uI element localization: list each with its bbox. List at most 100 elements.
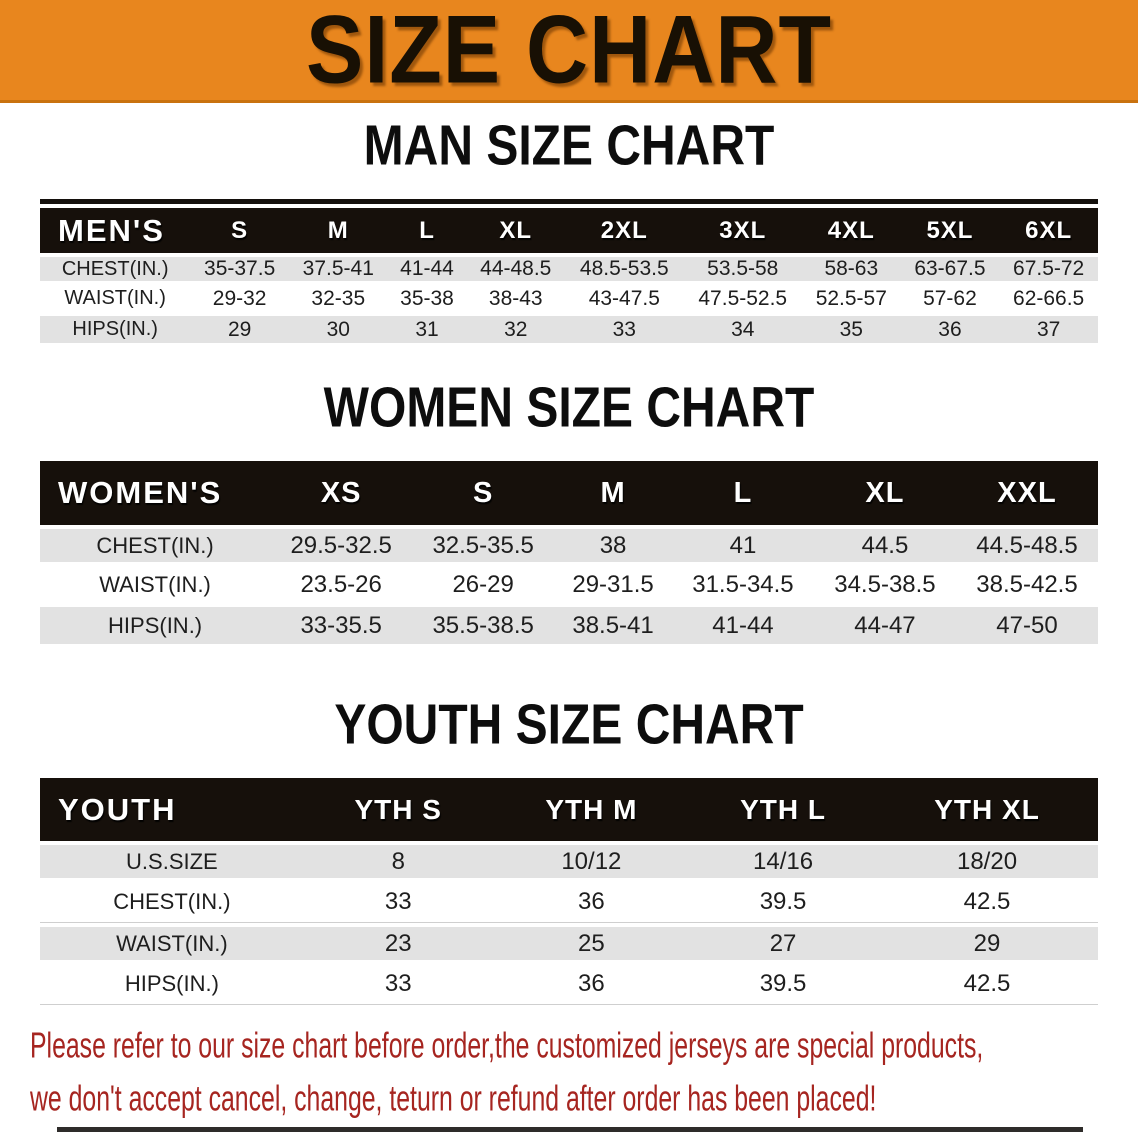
size-value-cell: 23.5-26 <box>270 566 413 607</box>
size-value-cell: 26-29 <box>412 566 555 607</box>
disclaimer-line1-text: Please refer to our size chart before or… <box>30 1025 984 1067</box>
size-value-cell: 38.5-42.5 <box>955 566 1098 607</box>
size-value-cell: 44.5 <box>813 525 956 566</box>
size-value-cell: 8 <box>303 841 493 882</box>
measurement-label: CHEST(IN.) <box>40 525 271 566</box>
size-value-cell: 33 <box>303 882 493 923</box>
table-group-label: WOMEN'S <box>40 461 271 525</box>
size-value-cell: 39.5 <box>690 964 877 1005</box>
size-value-cell: 33-35.5 <box>270 607 413 648</box>
size-value-cell: 25 <box>492 923 691 964</box>
size-value-cell: 44-47 <box>813 607 956 648</box>
disclaimer-line2-text: we don't accept cancel, change, teturn o… <box>30 1078 877 1120</box>
size-value-cell: 41-44 <box>387 253 467 285</box>
size-value-cell: 36 <box>492 964 691 1005</box>
mens-table-top-rule <box>40 199 1098 204</box>
table-header-row: YOUTH YTH S YTH M YTH L YTH XL <box>40 778 1098 841</box>
measurement-label: WAIST(IN.) <box>40 923 304 964</box>
size-value-cell: 53.5-58 <box>683 253 802 285</box>
size-value-cell: 34 <box>683 316 802 347</box>
size-value-cell: 44-48.5 <box>466 253 566 285</box>
size-value-cell: 38 <box>554 525 672 566</box>
measurement-label: HIPS(IN.) <box>40 964 304 1005</box>
size-value-cell: 37.5-41 <box>288 253 388 285</box>
size-value-cell: 35-38 <box>387 285 467 316</box>
measurement-row: WAIST(IN.) 23 25 27 29 <box>40 923 1098 964</box>
table-group-label: MEN'S <box>40 208 191 253</box>
size-value-cell: 38.5-41 <box>554 607 672 648</box>
size-value-cell: 35.5-38.5 <box>412 607 555 648</box>
size-column-header: 5XL <box>900 208 1000 253</box>
size-value-cell: 37 <box>999 316 1098 347</box>
measurement-label: U.S.SIZE <box>40 841 304 882</box>
size-value-cell: 34.5-38.5 <box>813 566 956 607</box>
size-column-header: XXL <box>955 461 1098 525</box>
measurement-label: WAIST(IN.) <box>40 566 271 607</box>
size-column-header: 2XL <box>565 208 684 253</box>
bottom-edge-bar <box>57 1127 1083 1132</box>
size-column-header: M <box>288 208 388 253</box>
size-value-cell: 31.5-34.5 <box>671 566 814 607</box>
size-value-cell: 35 <box>801 316 901 347</box>
size-value-cell: 30 <box>288 316 388 347</box>
size-value-cell: 62-66.5 <box>999 285 1098 316</box>
measurement-row: CHEST(IN.) 33 36 39.5 42.5 <box>40 882 1098 923</box>
size-value-cell: 33 <box>565 316 684 347</box>
size-value-cell: 29-32 <box>190 285 289 316</box>
size-value-cell: 36 <box>492 882 691 923</box>
banner-title: SIZE CHART <box>306 0 832 104</box>
size-value-cell: 31 <box>387 316 467 347</box>
womens-size-table: WOMEN'S XS S M L XL XXL CHEST(IN.) 29.5-32.5 32.5… <box>40 461 1098 648</box>
womens-chart-heading-text: WOMEN SIZE CHART <box>323 377 815 440</box>
size-column-header: M <box>554 461 672 525</box>
size-value-cell: 32 <box>466 316 566 347</box>
size-column-header: XL <box>813 461 956 525</box>
size-value-cell: 18/20 <box>876 841 1098 882</box>
table-header-row: WOMEN'S XS S M L XL XXL <box>40 461 1098 525</box>
measurement-label: HIPS(IN.) <box>40 607 271 648</box>
measurement-row: CHEST(IN.) 29.5-32.5 32.5-35.5 38 41 44.5 44.5… <box>40 525 1098 566</box>
size-value-cell: 14/16 <box>690 841 877 882</box>
size-value-cell: 29 <box>876 923 1098 964</box>
size-value-cell: 29-31.5 <box>554 566 672 607</box>
size-column-header: YTH L <box>690 778 877 841</box>
size-value-cell: 48.5-53.5 <box>565 253 684 285</box>
size-value-cell: 32-35 <box>288 285 388 316</box>
size-value-cell: 47.5-52.5 <box>683 285 802 316</box>
disclaimer-line: Please refer to our size chart before or… <box>30 1023 1138 1076</box>
size-value-cell: 42.5 <box>876 964 1098 1005</box>
measurement-label: CHEST(IN.) <box>40 882 304 923</box>
size-column-header: YTH XL <box>876 778 1098 841</box>
size-value-cell: 58-63 <box>801 253 901 285</box>
size-column-header: 4XL <box>801 208 901 253</box>
size-value-cell: 41 <box>671 525 814 566</box>
youth-chart-heading-text: YOUTH SIZE CHART <box>334 694 804 757</box>
size-value-cell: 33 <box>303 964 493 1005</box>
size-value-cell: 23 <box>303 923 493 964</box>
mens-chart-heading-text: MAN SIZE CHART <box>363 115 775 178</box>
size-value-cell: 39.5 <box>690 882 877 923</box>
youth-chart-heading: YOUTH SIZE CHART <box>0 694 1138 762</box>
measurement-row: HIPS(IN.) 33 36 39.5 42.5 <box>40 964 1098 1005</box>
size-column-header: XS <box>270 461 413 525</box>
size-value-cell: 35-37.5 <box>190 253 289 285</box>
size-column-header: S <box>412 461 555 525</box>
size-column-header: L <box>671 461 814 525</box>
size-value-cell: 52.5-57 <box>801 285 901 316</box>
size-value-cell: 42.5 <box>876 882 1098 923</box>
table-header-row: MEN'S S M L XL 2XL 3XL 4XL 5XL 6XL <box>40 208 1098 253</box>
size-column-header: L <box>387 208 467 253</box>
size-value-cell: 43-47.5 <box>565 285 684 316</box>
size-value-cell: 63-67.5 <box>900 253 1000 285</box>
measurement-row: HIPS(IN.) 33-35.5 35.5-38.5 38.5-41 41-44 44-… <box>40 607 1098 648</box>
measurement-row: U.S.SIZE 8 10/12 14/16 18/20 <box>40 841 1098 882</box>
measurement-label: CHEST(IN.) <box>40 253 191 285</box>
size-column-header: YTH M <box>492 778 691 841</box>
size-value-cell: 10/12 <box>492 841 691 882</box>
size-column-header: YTH S <box>303 778 493 841</box>
measurement-row: WAIST(IN.) 29-32 32-35 35-38 38-43 43-47.5 47.… <box>40 285 1098 316</box>
size-value-cell: 29.5-32.5 <box>270 525 413 566</box>
size-value-cell: 47-50 <box>955 607 1098 648</box>
measurement-row: CHEST(IN.) 35-37.5 37.5-41 41-44 44-48.5 48.5… <box>40 253 1098 285</box>
youth-size-table: YOUTH YTH S YTH M YTH L YTH XL U.S.SIZE 8 10/12… <box>40 778 1098 1005</box>
